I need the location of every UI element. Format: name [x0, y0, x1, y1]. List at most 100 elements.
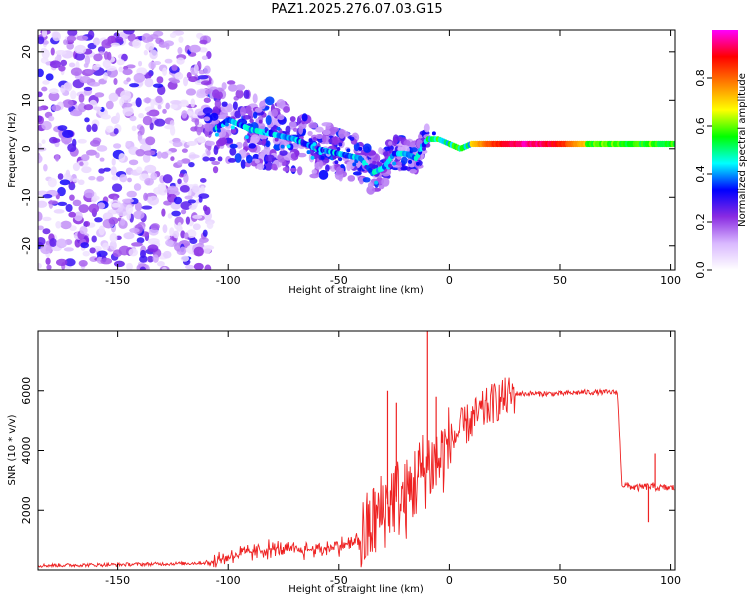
x-tick-label: 50 [553, 274, 567, 287]
cloud-blob [206, 150, 211, 156]
noise-blob [108, 92, 119, 102]
cloud-blob [311, 169, 318, 175]
noise-blob [121, 53, 128, 62]
noise-blob [122, 106, 134, 117]
cloud-blob [423, 123, 430, 133]
noise-blob [119, 97, 125, 107]
noise-blob [198, 238, 205, 245]
noise-blob [78, 260, 88, 267]
noise-blob [108, 217, 119, 225]
cloud-blob [271, 163, 278, 171]
noise-blob [202, 229, 208, 237]
noise-blob [199, 185, 206, 194]
noise-blob [83, 104, 94, 111]
noise-blob [152, 254, 159, 263]
snr-panel: -150 -100 -50 0 50 100 2000 4000 6000 Height of … [7, 330, 681, 595]
noise-blob [38, 154, 43, 164]
cloud-blob [329, 126, 339, 133]
noise-blob [129, 115, 137, 122]
noise-blob [69, 110, 82, 117]
cloud-blob [381, 177, 390, 187]
noise-blob [97, 202, 106, 210]
cloud-blob [309, 173, 320, 179]
noise-blob [49, 238, 57, 247]
noise-blob [41, 86, 48, 92]
noise-blob [122, 68, 133, 76]
noise-blob [181, 110, 188, 119]
noise-blob [162, 108, 167, 114]
colorbar-tick-label: 0.0 [694, 261, 707, 279]
noise-blob [45, 61, 51, 66]
colorbar-bar [712, 30, 738, 270]
ridge-halo [378, 162, 383, 167]
cloud-blob [395, 161, 402, 166]
noise-blob [165, 239, 174, 247]
cloud-blob [315, 126, 324, 133]
noise-blob [143, 97, 152, 104]
noise-blob [87, 30, 95, 40]
cloud-blob [243, 89, 250, 99]
noise-blob [192, 223, 201, 231]
cloud-blob [353, 142, 360, 152]
cloud-blob [347, 175, 356, 182]
noise-blob [105, 100, 114, 110]
ridge-halo [224, 122, 229, 127]
noise-blob [48, 88, 59, 94]
noise-blob [91, 123, 98, 133]
noise-blob [143, 49, 149, 56]
cloud-blob [205, 140, 215, 146]
noise-blob [180, 209, 187, 215]
noise-blob [164, 235, 171, 240]
spectrogram-frame [37, 29, 676, 271]
noise-blob [171, 79, 181, 84]
x-tick-label: -50 [330, 274, 348, 287]
noise-blob [147, 244, 159, 253]
noise-blob [99, 157, 105, 162]
noise-blob [125, 204, 134, 215]
cloud-blob [362, 143, 372, 153]
noise-blob [58, 65, 66, 72]
noise-blob [131, 125, 137, 132]
noise-blob [45, 73, 54, 81]
cloud-blob [301, 113, 308, 122]
noise-blob [105, 125, 114, 133]
cloud-blob [285, 125, 291, 134]
noise-blob [63, 39, 68, 45]
noise-blob [150, 172, 158, 181]
cloud-blob [262, 138, 267, 145]
noise-blob [192, 214, 203, 219]
ridge-halo [320, 155, 325, 160]
noise-blob [40, 47, 48, 53]
noise-blob [110, 166, 117, 176]
noise-blob [139, 255, 148, 263]
noise-blob [40, 244, 52, 255]
y-tick-label: 0 [20, 145, 33, 152]
noise-blob [98, 225, 105, 236]
ridge-halo [346, 148, 351, 153]
noise-blob [111, 175, 119, 181]
ridge-halo [352, 162, 357, 167]
noise-blob [79, 161, 84, 167]
x-tick-label: 100 [660, 274, 681, 287]
noise-blob [70, 67, 83, 76]
noise-blob [202, 156, 210, 162]
x-tick-label: 50 [553, 574, 567, 587]
cloud-blob [335, 166, 344, 175]
noise-blob [148, 61, 157, 70]
cloud-blob [289, 116, 296, 122]
noise-blob [109, 240, 117, 251]
noise-blob [147, 195, 159, 206]
noise-blob [73, 211, 83, 222]
noise-blob [194, 118, 200, 126]
noise-blob [83, 86, 93, 91]
noise-blob [139, 125, 145, 136]
noise-blob [84, 221, 91, 227]
y-tick-label: 2000 [20, 496, 33, 524]
noise-blob [57, 201, 68, 207]
noise-blob [133, 183, 142, 191]
cloud-blob [401, 156, 408, 165]
cloud-blob [367, 182, 374, 190]
noise-blob [174, 216, 184, 226]
noise-blob [183, 76, 189, 87]
noise-blob [183, 232, 189, 240]
